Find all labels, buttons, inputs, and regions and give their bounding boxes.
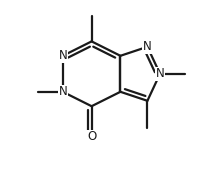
Text: N: N xyxy=(59,85,67,98)
Text: O: O xyxy=(87,130,96,143)
Text: N: N xyxy=(156,67,164,80)
Text: N: N xyxy=(59,49,67,62)
Text: N: N xyxy=(143,40,152,53)
